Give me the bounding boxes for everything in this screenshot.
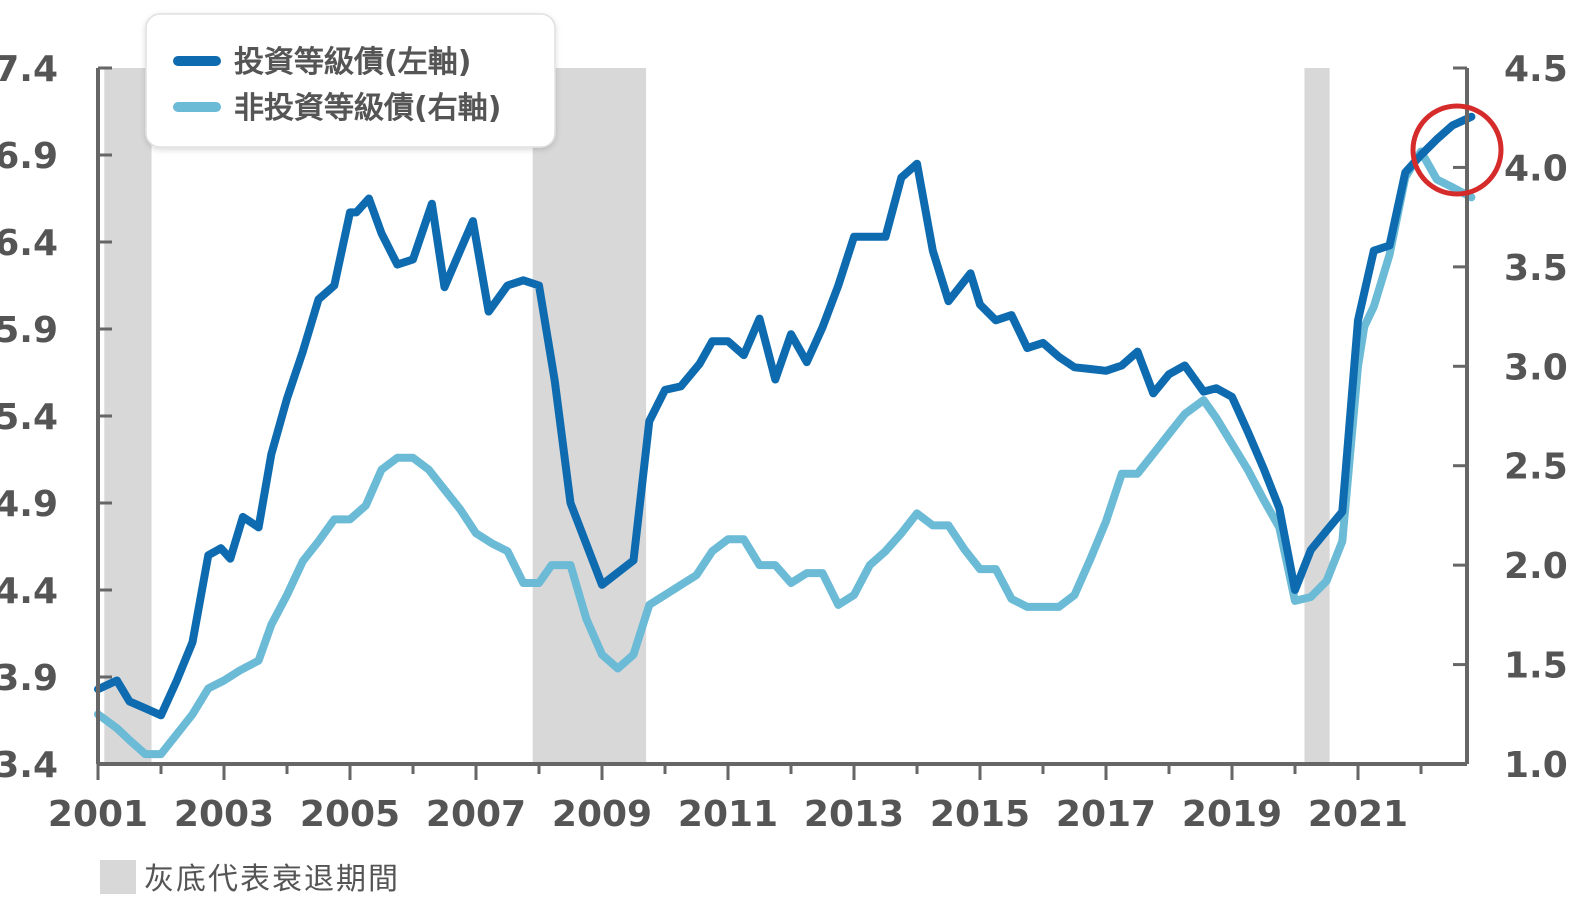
x-tick-label: 2015	[930, 794, 1030, 835]
x-tick-label: 2005	[300, 794, 400, 835]
series-lines	[94, 112, 1476, 759]
left-y-tick-label: 6.9	[0, 136, 58, 177]
recession-note-swatch	[100, 860, 136, 894]
left-y-tick-label: 4.9	[0, 484, 58, 525]
x-tick-label: 2001	[48, 794, 148, 835]
recession-note: 灰底代表衰退期間	[100, 860, 400, 897]
highlight-circle-layer	[1410, 103, 1504, 197]
x-tick-label: 2009	[552, 794, 652, 835]
left-y-tick-label: 4.4	[0, 571, 58, 612]
x-tick-label: 2013	[804, 794, 904, 835]
recession-note-label: 灰底代表衰退期間	[144, 862, 400, 897]
highlight-circle	[1410, 103, 1504, 197]
right-y-tick-label: 2.5	[1504, 447, 1568, 488]
right-y-tick-label: 4.5	[1504, 49, 1568, 90]
right-y-tick-label: 4.0	[1504, 148, 1568, 189]
left-y-tick-label: 5.9	[0, 310, 58, 351]
right-y-tick-label: 3.0	[1504, 347, 1568, 388]
right-y-tick-label: 1.5	[1504, 646, 1568, 687]
recession-band-2	[532, 68, 647, 764]
x-tick-label: 2011	[678, 794, 778, 835]
left-y-tick-label: 6.4	[0, 223, 58, 264]
left-y-tick-label: 7.4	[0, 49, 58, 90]
axes: 3.4 3.9 4.4 4.9 5.4 5.9 6.4 6.9 7.4 1.0 1.5 2.0 2.5 3…	[0, 49, 1568, 835]
recession-band-3	[1304, 68, 1330, 764]
x-tick-label: 2021	[1308, 794, 1408, 835]
left-y-tick-label: 3.4	[0, 745, 58, 786]
recession-bands	[104, 68, 1330, 764]
legend-label-investment-grade: 投資等級債(左軸)	[234, 45, 471, 80]
x-tick-label: 2003	[174, 794, 274, 835]
left-y-tick-label: 5.4	[0, 397, 58, 438]
series-line-high-yield	[94, 147, 1476, 759]
x-tick-label: 2019	[1182, 794, 1282, 835]
x-tick-label: 2007	[426, 794, 526, 835]
legend: 投資等級債(左軸) 非投資等級債(右軸)	[145, 13, 556, 148]
x-tick-label: 2017	[1056, 794, 1156, 835]
right-y-tick-label: 3.5	[1504, 248, 1568, 289]
right-y-tick-label: 2.0	[1504, 546, 1568, 587]
left-y-tick-label: 3.9	[0, 658, 58, 699]
legend-box	[145, 13, 556, 148]
series-line-investment-grade	[94, 112, 1476, 720]
recession-band-1	[104, 68, 152, 764]
legend-label-high-yield: 非投資等級債(右軸)	[234, 91, 501, 126]
right-y-tick-label: 1.0	[1504, 745, 1568, 786]
